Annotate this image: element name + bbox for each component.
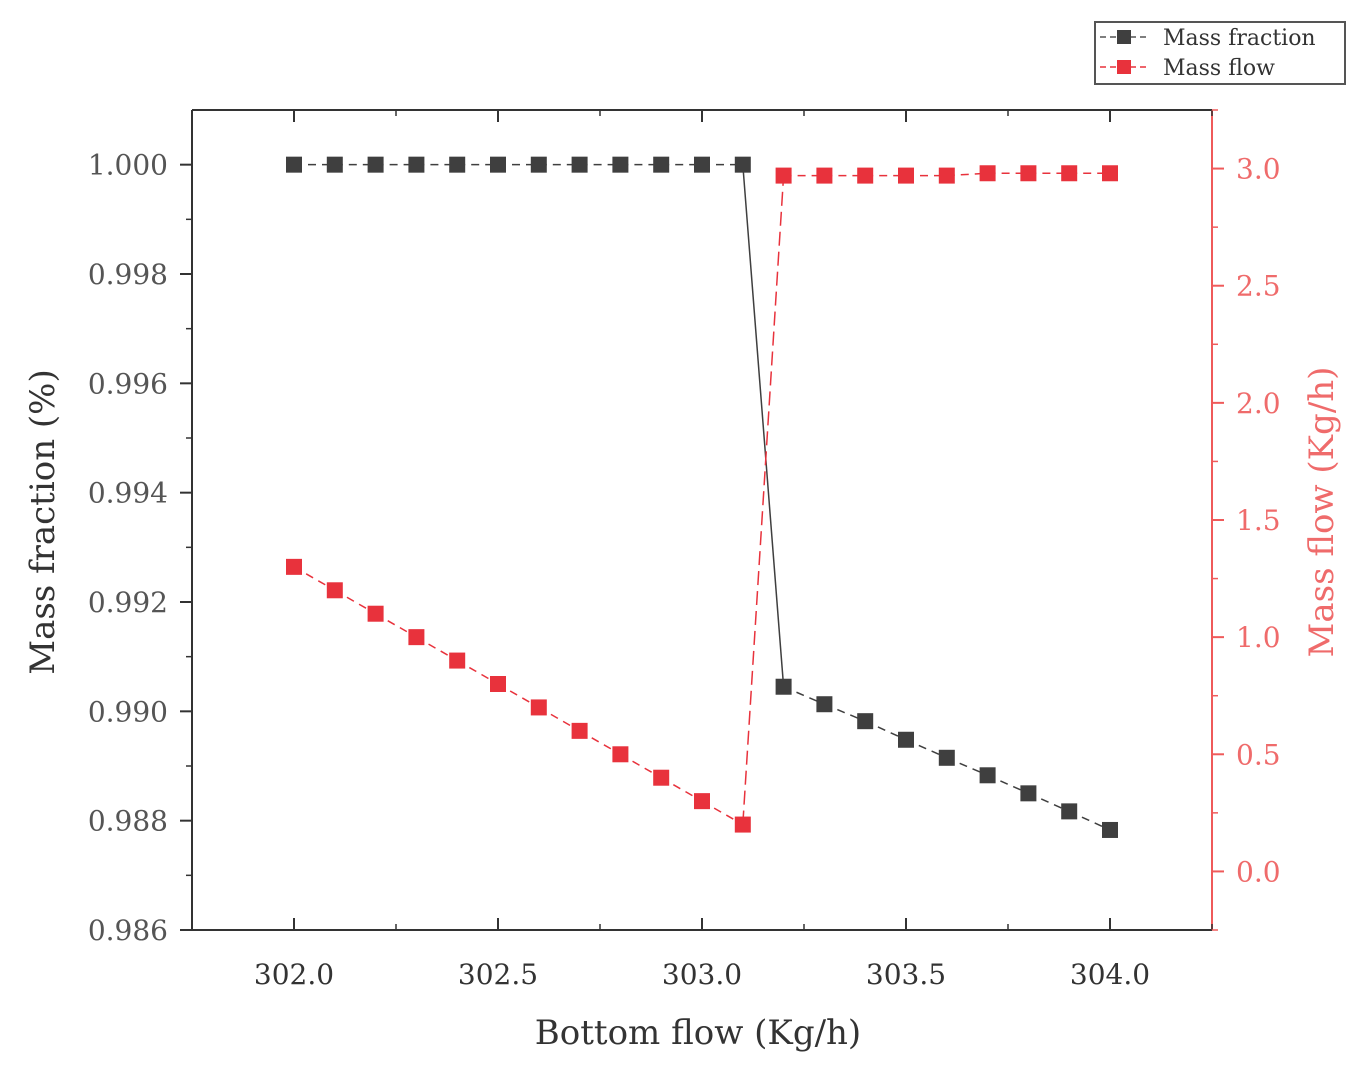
mass-flow-point (1020, 165, 1037, 182)
mass-fraction-point (1102, 821, 1118, 838)
y-right-tick-label: 2.0 (1236, 387, 1281, 420)
legend-box (1094, 21, 1346, 85)
mass-fraction-point (1061, 803, 1078, 820)
mass-flow-point (408, 629, 425, 646)
mass-fraction-point (1020, 785, 1037, 802)
mass-fraction-point (979, 767, 996, 784)
mass-flow-point (326, 582, 343, 599)
x-axis-title: Bottom flow (Kg/h) (535, 1013, 861, 1053)
mass-fraction-point (653, 156, 670, 173)
legend-label-mass-fraction: Mass fraction (1163, 26, 1316, 51)
mass-flow-point (367, 605, 384, 622)
mass-fraction-point (612, 156, 629, 173)
y-left-tick-label: 0.988 (88, 805, 168, 838)
y-left-tick-label: 0.996 (88, 367, 168, 400)
mass-flow-point (449, 652, 466, 669)
mass-flow-point (571, 722, 588, 739)
legend-marker-mass-flow (1117, 60, 1131, 74)
y-right-tick-label: 3.0 (1236, 153, 1281, 186)
mass-flow-point (734, 816, 751, 833)
mass-flow-point (530, 699, 547, 716)
mass-fraction-point (286, 156, 302, 173)
x-tick-label: 302.5 (458, 958, 538, 991)
mass-flow-point (490, 676, 506, 692)
y-right-tick-label: 0.0 (1236, 855, 1281, 888)
legend-marker-mass-fraction (1117, 30, 1131, 44)
y-axis-left-title: Mass fraction (%) (23, 369, 63, 675)
y-right-tick-label: 1.5 (1236, 504, 1281, 537)
ticks: 302.0 302.5 303.0 303.5 304.0 0.986 0.988 0.990… (88, 109, 1281, 991)
mass-flow-point (694, 793, 710, 810)
mass-fraction-point (530, 156, 547, 173)
mass-fraction-point (449, 156, 466, 173)
mass-fraction-point (694, 156, 710, 173)
mass-flow-point (286, 558, 302, 575)
mass-fraction-point (938, 749, 955, 766)
mass-fraction-point (898, 731, 914, 748)
y-left-tick-label: 0.986 (88, 914, 168, 947)
x-tick-label: 304.0 (1070, 958, 1150, 991)
y-right-tick-label: 2.5 (1236, 270, 1281, 303)
mass-flow-point (775, 167, 792, 184)
y-right-tick-label: 1.0 (1236, 621, 1281, 654)
y-right-tick-label: 0.5 (1236, 738, 1281, 771)
mass-fraction-point (734, 156, 751, 173)
mass-fraction-point (326, 156, 343, 173)
y-left-tick-label: 0.994 (88, 477, 168, 510)
y-left-tick-label: 0.992 (88, 586, 168, 619)
mass-flow-segment (742, 175, 785, 825)
mass-flow-point (857, 167, 874, 184)
y-axis-right-title: Mass flow (Kg/h) (1302, 367, 1342, 658)
x-tick-label: 303.0 (662, 958, 742, 991)
mass-fraction-point (857, 713, 874, 730)
mass-flow-point (612, 746, 629, 763)
mass-flow-point (979, 165, 996, 182)
mass-flow-point (816, 167, 833, 184)
legend: Mass fraction Mass flow (1094, 21, 1346, 85)
series-lines (293, 163, 1111, 831)
mass-fraction-point (408, 156, 425, 173)
mass-flow-point (1061, 165, 1078, 182)
mass-flow-point (938, 167, 955, 184)
mass-flow-point (898, 167, 914, 184)
mass-fraction-point (571, 156, 588, 173)
mass-fraction-point (367, 156, 384, 173)
mass-fraction-segment (742, 164, 785, 687)
mass-fraction-point (775, 678, 792, 695)
mass-flow-point (1102, 165, 1118, 182)
y-left-tick-label: 0.998 (88, 258, 168, 291)
y-left-tick-label: 1.000 (88, 149, 168, 182)
mass-fraction-point (816, 696, 833, 713)
mass-fraction-point (490, 156, 506, 173)
legend-label-mass-flow: Mass flow (1163, 56, 1275, 81)
mass-flow-point (653, 769, 670, 786)
series-markers (286, 156, 1118, 838)
y-left-tick-label: 0.990 (88, 695, 168, 728)
x-tick-label: 302.0 (254, 958, 334, 991)
x-tick-label: 303.5 (866, 958, 946, 991)
